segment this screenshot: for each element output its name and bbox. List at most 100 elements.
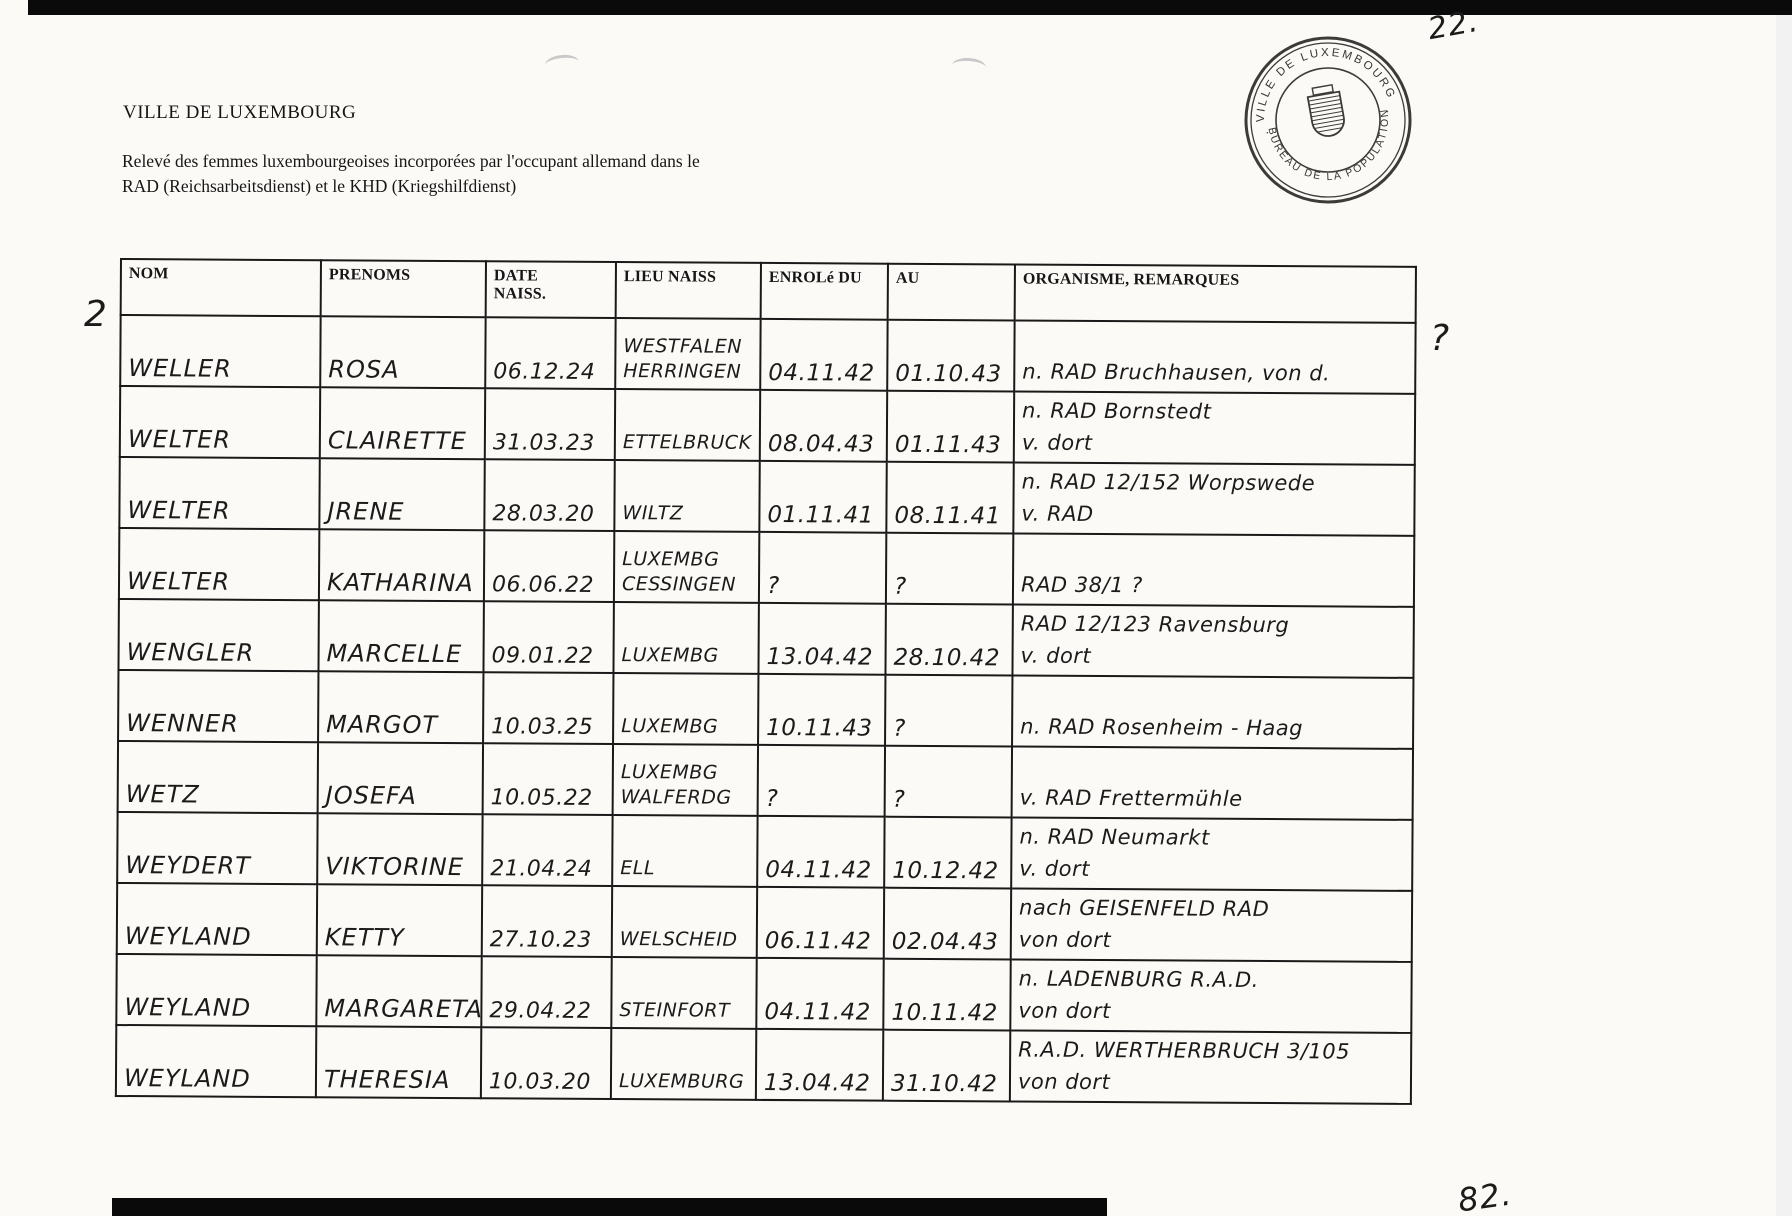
remarque-line-2: v. dort [1020,643,1092,668]
enrole-du-text: 13.04.42 [766,643,874,671]
staple-mark [544,53,580,74]
remarque-line-2: von dort [1018,927,1112,952]
column-header-organisme-remarques: ORGANISME, REMARQUES [1014,264,1416,323]
cell-date-naiss: 27.10.23 [481,885,613,958]
cell-nom: WELTER [118,528,320,601]
cell-remarques: nach GEISENFELD RAD von dort [1010,888,1413,962]
cell-nom: WEYLAND [116,882,318,956]
scan-edge-right [1776,15,1792,1216]
cell-lieu-naiss: LUXEMBG WALFERDG [612,744,759,816]
register-table: NOM PRENOMS DATE NAISS. LIEU NAISS ENROL… [115,258,1417,1105]
svg-text:BUREAU DE LA POPULATION: BUREAU DE LA POPULATION [1265,106,1401,193]
remarque-line-2: von dort [1018,998,1111,1023]
cell-lieu-naiss: WILTZ [614,460,760,532]
cell-prenoms: JRENE [319,458,485,531]
cell-prenoms: KETTY [316,884,483,957]
lieu-line-2: LUXEMBG [621,715,719,739]
enrole-du-text: 01.11.41 [767,501,874,529]
cell-date-naiss: 21.04.24 [482,814,613,887]
table-row: WELTER JRENE 28.03.20 WILTZ 01.11.41 08.… [119,457,1415,536]
cell-remarques: n. RAD Neumarkt v. dort [1011,817,1413,891]
prenoms-text: KETTY [324,923,405,952]
cell-nom: WEYLAND [116,953,317,1027]
au-text: 08.11.41 [894,502,1001,530]
au-text: 31.10.42 [890,1070,998,1098]
cell-lieu-naiss: LUXEMBG CESSINGEN [613,531,760,603]
document-subtitle: Relevé des femmes luxembourgeoises incor… [122,149,782,200]
handwritten-margin-note-left: 2 [84,294,108,335]
date-text: 06.12.24 [493,359,596,385]
prenoms-text: MARCELLE [326,639,463,669]
nom-text: WEYLAND [124,993,252,1022]
date-text: 10.03.25 [491,714,594,740]
cell-remarques: n. RAD Rosenheim - Haag [1012,675,1414,749]
cell-remarques: R.A.D. WERTHERBRUCH 3/105 von dort [1009,1030,1412,1104]
seal-coat-of-arms [1306,83,1347,137]
date-text: 06.06.22 [491,572,595,598]
cell-enrole-du: ? [758,531,887,604]
date-text: 31.03.23 [492,430,595,456]
cell-date-naiss: 09.01.22 [483,601,614,674]
lieu-line-2: WILTZ [622,502,684,525]
nom-text: WELTER [127,425,232,454]
table-row: WETZ JOSEFA 10.05.22 LUXEMBG WALFERDG ? ?… [117,740,1414,820]
date-text: 10.03.20 [488,1069,592,1095]
prenoms-text: MARGARETA [324,994,484,1024]
enrole-du-text: 06.11.42 [764,927,872,955]
cell-au: ? [885,674,1013,747]
cell-date-naiss: 06.12.24 [485,317,616,390]
table-row: WENGLER MARCELLE 09.01.22 LUXEMBG 13.04.… [118,598,1414,678]
remarque-line-2: v. dort [1019,856,1090,881]
au-text: 10.12.42 [892,857,999,885]
staple-mark [951,56,987,77]
enrole-du-text: 13.04.42 [763,1069,871,1097]
remarque-line-2: RAD 38/1 ? [1020,572,1143,597]
cell-enrole-du: 01.11.41 [759,460,887,533]
column-header-enrole-du: ENROLé DU [760,262,888,320]
lieu-line-2: ETTELBRUCK [622,431,752,455]
prenoms-text: VIKTORINE [325,852,465,882]
au-text: ? [892,786,906,813]
lieu-line-2: LUXEMBG [621,644,719,668]
lieu-line-2: LUXEMBURG [618,1070,745,1094]
cell-enrole-du: 04.11.42 [760,318,888,391]
cell-enrole-du: 08.04.43 [759,389,888,462]
column-header-au: AU [887,263,1015,321]
cell-prenoms: VIKTORINE [317,813,483,886]
subtitle-line-2: RAD (Reichsarbeitsdienst) et le KHD (Kri… [122,176,517,197]
lieu-line-1: LUXEMBG [620,760,719,784]
cell-au: ? [884,745,1013,818]
enrole-du-text: 10.11.43 [766,714,873,742]
au-text: 01.10.43 [895,360,1002,388]
cell-remarques: RAD 38/1 ? [1012,533,1415,607]
cell-lieu-naiss: LUXEMBG [613,602,759,674]
cell-prenoms: CLAIRETTE [319,387,486,460]
enrole-du-text: 04.11.42 [764,998,871,1026]
lieu-line-2: CESSINGEN [621,573,737,597]
cell-au: 02.04.43 [883,887,1012,960]
cell-remarques: v. RAD Frettermühle [1011,746,1414,820]
cell-nom: WELTER [119,386,321,459]
cell-prenoms: JOSEFA [317,742,484,815]
cell-nom: WENNER [118,669,319,743]
cell-au: 28.10.42 [885,603,1013,676]
table-row: WELLER ROSA 06.12.24 WESTFALEN HERRINGEN … [120,315,1416,394]
remarque-line-2: von dort [1017,1069,1111,1094]
column-header-lieu-naiss: LIEU NAISS [615,262,761,319]
cell-remarques: n. LADENBURG R.A.D. von dort [1010,959,1412,1033]
enrole-du-text: ? [765,785,779,813]
prenoms-text: JRENE [327,497,405,526]
table-row: WEYDERT VIKTORINE 21.04.24 ELL 04.11.42 … [117,811,1413,891]
remarque-line-1: RAD 12/123 Ravensburg [1020,611,1290,638]
table-row: WEYLAND MARGARETA 29.04.22 STEINFORT 04.… [116,953,1412,1033]
cell-lieu-naiss: WESTFALEN HERRINGEN [615,318,761,390]
prenoms-text: ROSA [328,355,400,384]
cell-enrole-du: 04.11.42 [756,957,884,1030]
cell-enrole-du: ? [757,744,886,817]
remarque-line-2: v. RAD Frettermühle [1019,785,1243,811]
cell-nom: WELLER [120,315,321,388]
date-text: 29.04.22 [489,998,592,1024]
cell-date-naiss: 29.04.22 [481,956,612,1029]
au-text: 28.10.42 [893,644,1001,672]
